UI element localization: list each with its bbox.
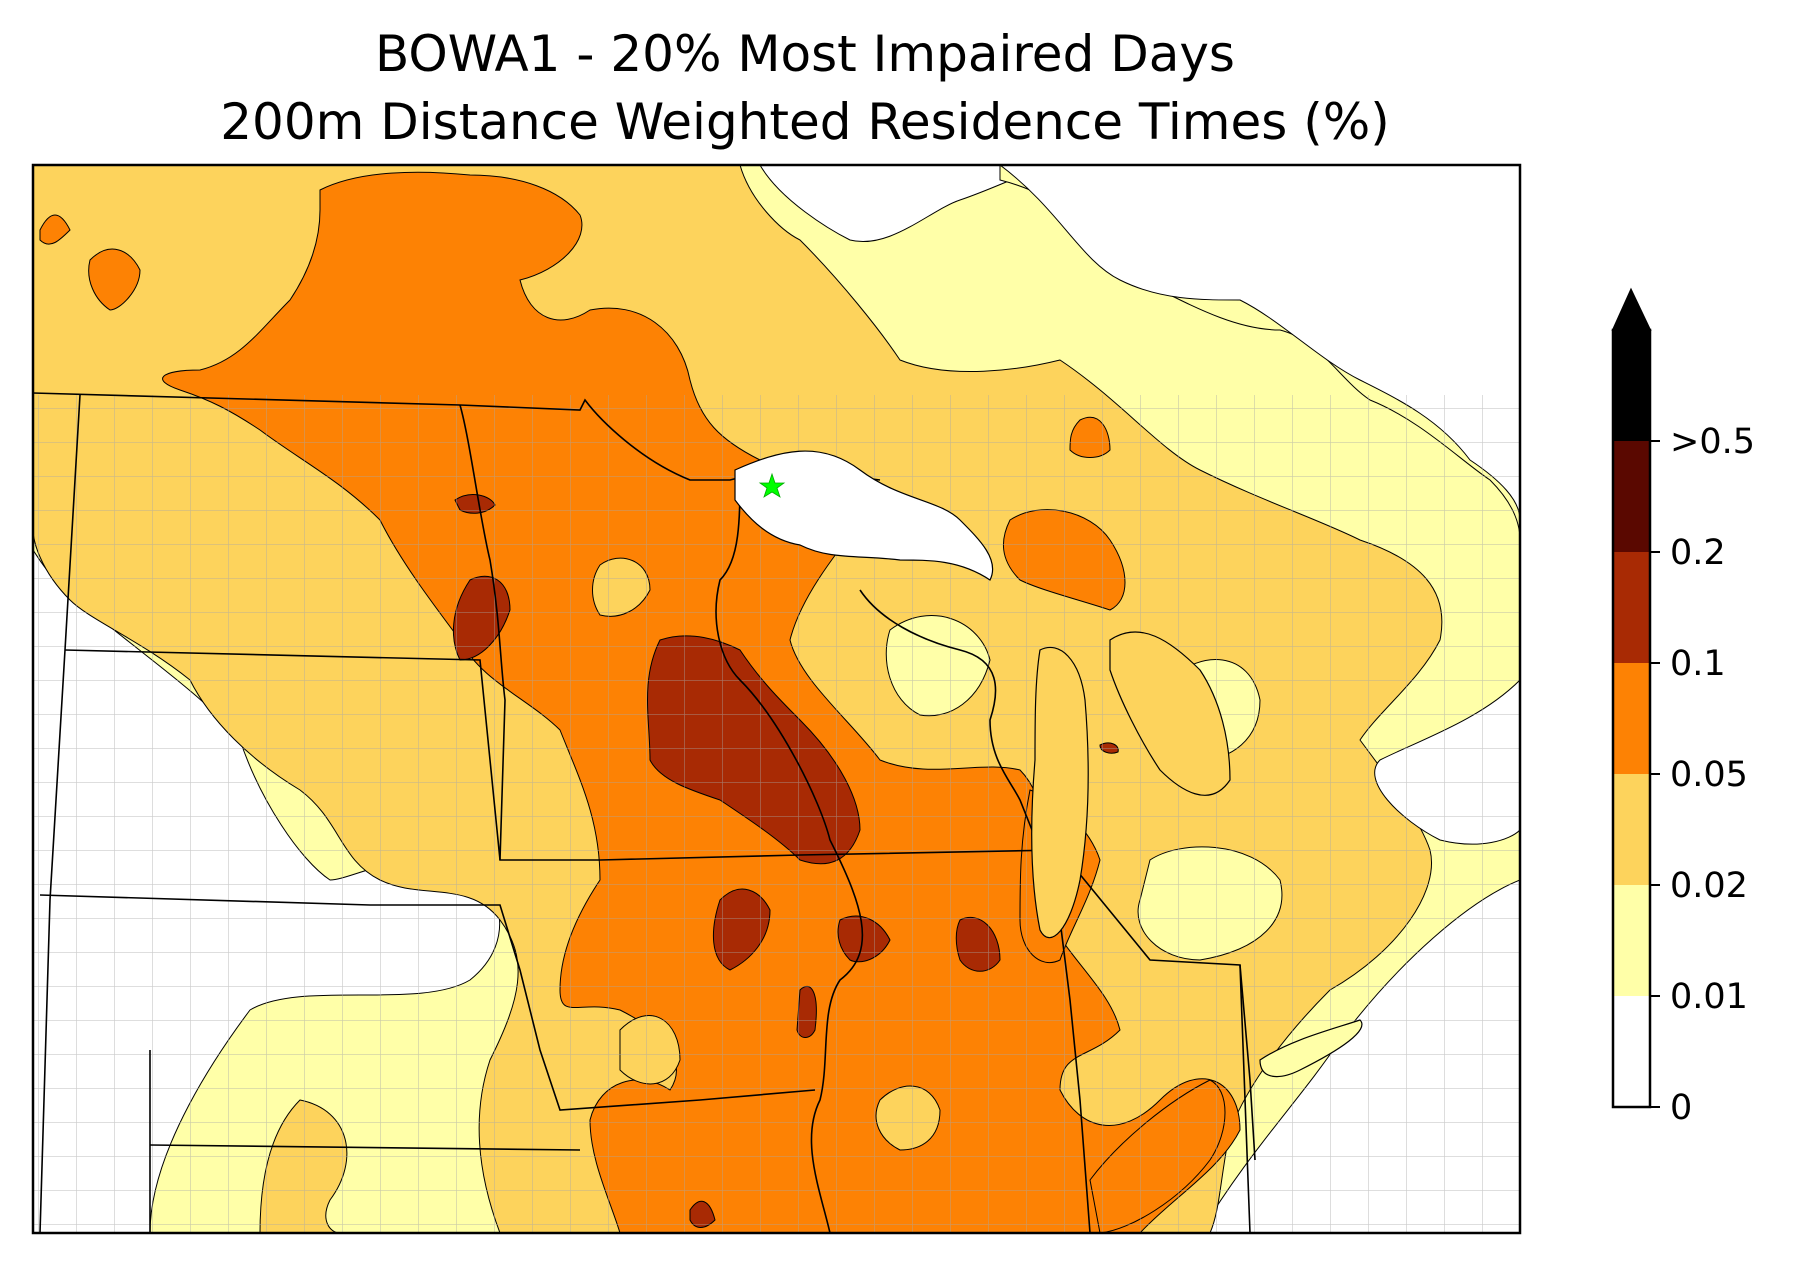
colorbar-bin-3 xyxy=(1613,663,1650,774)
colorbar-tick-label-0: 0 xyxy=(1670,1088,1692,1128)
lake-erie xyxy=(1259,1019,1363,1078)
lake-huron xyxy=(1109,631,1231,796)
chart-title-line1: BOWA1 - 20% Most Impaired Days xyxy=(375,25,1235,83)
colorbar-tick-label-3: 0.05 xyxy=(1670,755,1748,795)
colorbar-bin-1 xyxy=(1613,885,1650,996)
chart-title-line2: 200m Distance Weighted Residence Times (… xyxy=(220,93,1390,151)
state-borders xyxy=(33,392,1256,1233)
lake-superior xyxy=(734,450,994,581)
contour-lobe-nw xyxy=(88,248,141,311)
colorbar-tick-label-4: 0.1 xyxy=(1670,644,1726,684)
colorbar-bin-5 xyxy=(1613,441,1650,552)
map-frame xyxy=(31,163,1522,1235)
lake-michigan xyxy=(1031,646,1089,939)
colorbar-bin-0 xyxy=(1613,996,1650,1107)
colorbar-extend-arrow xyxy=(1611,287,1652,331)
great-lakes xyxy=(734,450,1363,1078)
colorbar-tick-label-6: >0.5 xyxy=(1670,422,1755,462)
contour-lobe-far-nw xyxy=(39,214,71,245)
colorbar-bin-2 xyxy=(1613,774,1650,885)
county-boundaries xyxy=(33,395,1520,1233)
site-marker-star xyxy=(758,472,786,498)
colorbar-tick-label-5: 0.2 xyxy=(1670,533,1726,573)
colorbar-bin-6 xyxy=(1613,330,1650,441)
colorbar-bin-4 xyxy=(1613,552,1650,663)
colorbar-frame xyxy=(1611,328,1652,1109)
colorbar-tick-label-1: 0.01 xyxy=(1670,977,1748,1017)
colorbar-tick-label-2: 0.02 xyxy=(1670,866,1748,906)
